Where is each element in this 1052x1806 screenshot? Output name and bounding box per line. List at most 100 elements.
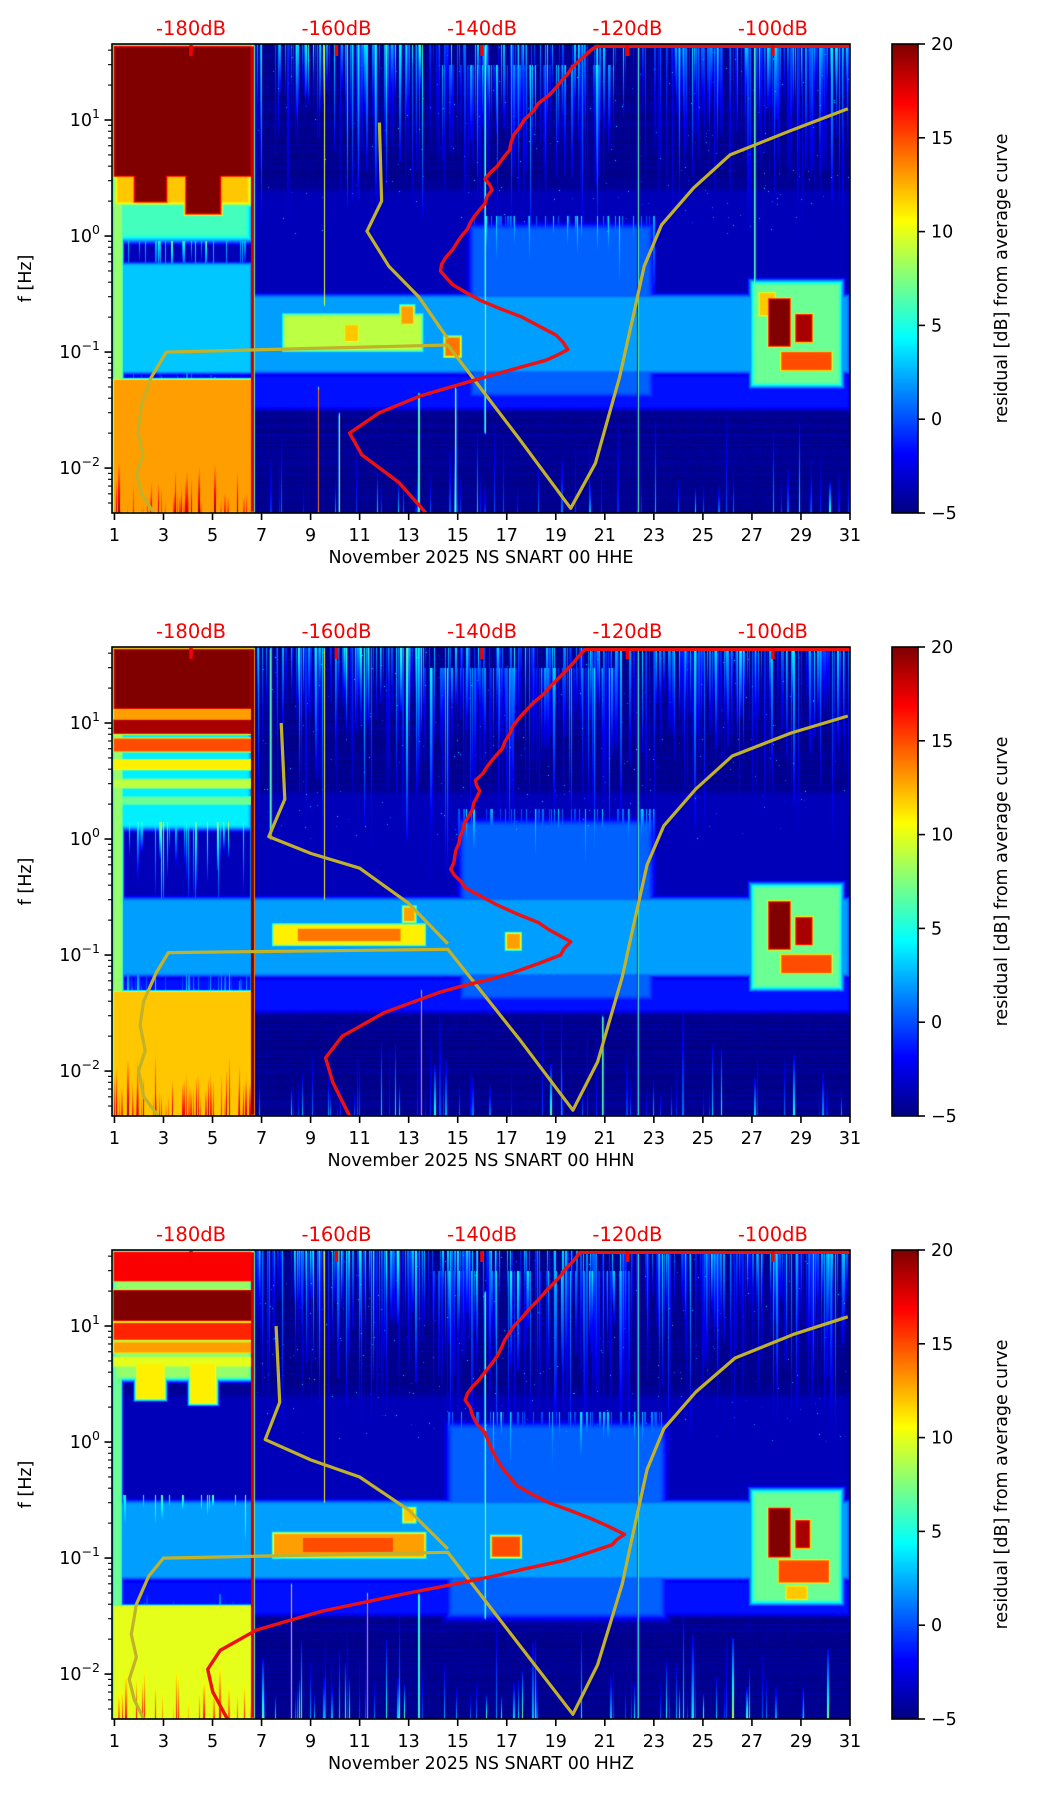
colorbar-tick-label: 0 [931, 410, 942, 430]
db-axis-label: -120dB [592, 17, 662, 40]
x-tick-label: 15 [447, 1732, 469, 1752]
db-axis-label: -140dB [447, 620, 517, 643]
x-tick-label: 27 [741, 1129, 763, 1149]
y-axis-title: f [Hz] [16, 255, 36, 303]
colorbar-tick-label: −5 [931, 504, 957, 524]
x-axis-title: November 2025 NS SNART 00 HHN [327, 1151, 634, 1171]
db-axis-label: -120dB [592, 620, 662, 643]
colorbar-tick-label: 15 [931, 129, 953, 149]
x-tick-label: 5 [207, 1732, 218, 1752]
x-tick-label: 11 [348, 526, 370, 546]
x-tick-label: 7 [256, 1129, 267, 1149]
colorbar-tick-label: 5 [931, 1522, 942, 1542]
x-tick-label: 15 [447, 1129, 469, 1149]
x-tick-label: 25 [692, 1732, 714, 1752]
x-tick-label: 19 [545, 1129, 567, 1149]
db-axis-label: -160dB [301, 17, 371, 40]
spectrogram-heatmap-hhe [112, 44, 850, 513]
x-tick-label: 25 [692, 1129, 714, 1149]
db-axis-label: -140dB [447, 17, 517, 40]
y-tick-label: 101 [70, 1312, 100, 1337]
colorbar-label: residual [dB] from average curve [992, 1340, 1012, 1630]
colorbar-tick-label: 5 [931, 316, 942, 336]
colorbar-tick-label: 0 [931, 1616, 942, 1636]
y-tick-label: 10−2 [59, 454, 100, 479]
db-axis-label: -100dB [738, 620, 808, 643]
x-tick-label: 13 [398, 526, 420, 546]
y-tick-label: 100 [70, 222, 100, 247]
y-tick-label: 10−2 [59, 1660, 100, 1685]
y-tick-label: 101 [70, 106, 100, 131]
x-tick-label: 29 [790, 526, 812, 546]
db-axis-label: -160dB [301, 1223, 371, 1246]
x-tick-label: 3 [158, 1732, 169, 1752]
x-tick-label: 11 [348, 1732, 370, 1752]
x-tick-label: 7 [256, 526, 267, 546]
x-tick-label: 15 [447, 526, 469, 546]
x-tick-label: 21 [594, 1732, 616, 1752]
db-axis-label: -180dB [156, 17, 226, 40]
x-tick-label: 31 [839, 1732, 861, 1752]
colorbar-label: residual [dB] from average curve [992, 134, 1012, 424]
x-tick-label: 9 [305, 526, 316, 546]
colorbar-tick-label: 20 [931, 1241, 953, 1261]
x-tick-label: 17 [496, 526, 518, 546]
db-axis-label: -180dB [156, 620, 226, 643]
x-tick-label: 23 [643, 1732, 665, 1752]
x-tick-label: 19 [545, 1732, 567, 1752]
x-tick-label: 23 [643, 1129, 665, 1149]
db-axis-label: -140dB [447, 1223, 517, 1246]
colorbar-tick-label: 20 [931, 35, 953, 55]
colorbar-label: residual [dB] from average curve [992, 737, 1012, 1027]
x-tick-label: 31 [839, 1129, 861, 1149]
colorbar-gradient-hhz [892, 1250, 918, 1719]
spectrogram-heatmap-hhz [112, 1250, 850, 1719]
colorbar-tick-label: 15 [931, 1335, 953, 1355]
x-tick-label: 27 [741, 526, 763, 546]
y-tick-label: 100 [70, 1428, 100, 1453]
x-tick-label: 1 [109, 1129, 120, 1149]
colorbar-tick-label: 20 [931, 638, 953, 658]
colorbar-tick-label: 10 [931, 826, 953, 846]
colorbar-tick-label: 5 [931, 919, 942, 939]
x-tick-label: 3 [158, 526, 169, 546]
x-tick-label: 31 [839, 526, 861, 546]
y-tick-label: 10−1 [59, 1544, 100, 1569]
x-tick-label: 21 [594, 1129, 616, 1149]
x-axis-title: November 2025 NS SNART 00 HHZ [328, 1754, 634, 1774]
x-axis-title: November 2025 NS SNART 00 HHE [329, 548, 634, 568]
colorbar-gradient-hhe [892, 44, 918, 513]
x-tick-label: 7 [256, 1732, 267, 1752]
x-tick-label: 11 [348, 1129, 370, 1149]
y-tick-label: 10−1 [59, 338, 100, 363]
x-tick-label: 19 [545, 526, 567, 546]
y-axis-title: f [Hz] [16, 858, 36, 906]
x-tick-label: 9 [305, 1129, 316, 1149]
db-axis-label: -180dB [156, 1223, 226, 1246]
x-tick-label: 27 [741, 1732, 763, 1752]
colorbar-gradient-hhn [892, 647, 918, 1116]
colorbar-tick-label: −5 [931, 1107, 957, 1127]
x-tick-label: 17 [496, 1129, 518, 1149]
x-tick-label: 23 [643, 526, 665, 546]
y-tick-label: 10−2 [59, 1057, 100, 1082]
y-tick-label: 101 [70, 709, 100, 734]
y-tick-label: 100 [70, 825, 100, 850]
colorbar-tick-label: −5 [931, 1710, 957, 1730]
x-tick-label: 29 [790, 1732, 812, 1752]
spectrogram-heatmap-hhn [112, 647, 850, 1116]
x-tick-label: 21 [594, 526, 616, 546]
colorbar-tick-label: 0 [931, 1013, 942, 1033]
x-tick-label: 25 [692, 526, 714, 546]
colorbar-tick-label: 10 [931, 1429, 953, 1449]
x-tick-label: 17 [496, 1732, 518, 1752]
x-tick-label: 1 [109, 1732, 120, 1752]
y-axis-title: f [Hz] [16, 1461, 36, 1509]
db-axis-label: -100dB [738, 1223, 808, 1246]
colorbar-tick-label: 10 [931, 223, 953, 243]
x-tick-label: 13 [398, 1732, 420, 1752]
x-tick-label: 9 [305, 1732, 316, 1752]
db-axis-label: -120dB [592, 1223, 662, 1246]
x-tick-label: 1 [109, 526, 120, 546]
